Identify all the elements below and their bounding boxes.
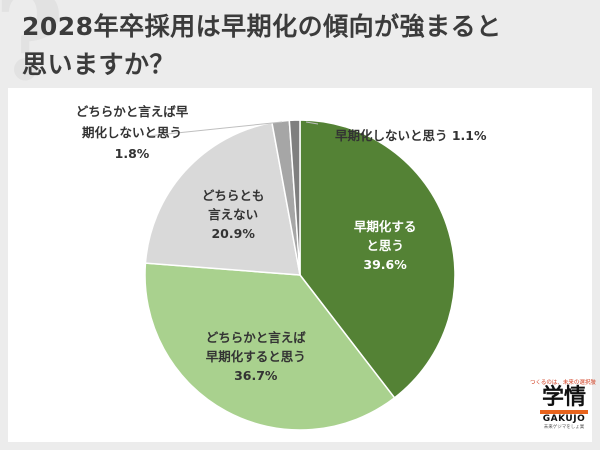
slice-value-label: 20.9% [211,226,255,241]
slice-label-1: 早期化すると思う 39.6% [354,219,417,272]
pie-slice-2 [144,262,396,431]
slice-category-label: どちらとも [202,188,265,203]
slice-category-label: 早期化する [354,219,417,234]
slice-label-5: 早期化しないと思う 1.1% [305,121,487,143]
title-line-2: 思いますか？ [22,50,176,79]
slice-category-label: 早期化すると思う [206,349,306,364]
slice-category-label: 期化しないと思う [82,125,182,140]
gakujo-logo: つくるのは、未来の選択肢 学情 GAKUJO 未来ゲジマをしょ業 [530,378,596,438]
slice-category-label: どちらかと言えば [206,330,307,345]
slice-category-label: どちらかと言えば早 [76,104,189,119]
logo-bar [540,410,588,414]
pie-slice-3 [144,121,301,276]
slice-value-label: 1.8% [115,146,150,161]
chart-card: 早期化する と思う 39.6% どちらかと言えば 早期化すると思う 36.7% どちらとも言… [8,88,592,442]
slice-value-label: 36.7% [234,368,278,383]
logo-wordmark: GAKUJO [542,414,586,424]
slice-value-label: 39.6% [363,257,407,272]
slice-category-label: 早期化しないと思う 1.1% [335,128,487,143]
page-title: 2028年卒採用は早期化の傾向が強まると 思いますか？ [22,8,522,84]
leader-line [147,121,283,137]
pie-chart: 早期化すると思う39.6%どちらかと言えば早期化すると思う36.7%どちらとも言… [76,104,487,431]
title-line-1: 2028年卒採用は早期化の傾向が強まると [22,12,502,41]
slice-category-label: 言えない [208,207,258,222]
question-mark-watermark: ? [0,0,65,108]
slice-category-label: と思う [366,238,404,253]
logo-sub: 未来ゲジマをしょ業 [543,425,585,430]
pie-slice-5 [288,119,301,276]
logo-mark: 学情 [541,385,586,410]
pie-slice-1 [299,119,456,399]
logo-tagline: つくるのは、未来の選択肢 [530,380,596,386]
leader-line [305,121,319,125]
